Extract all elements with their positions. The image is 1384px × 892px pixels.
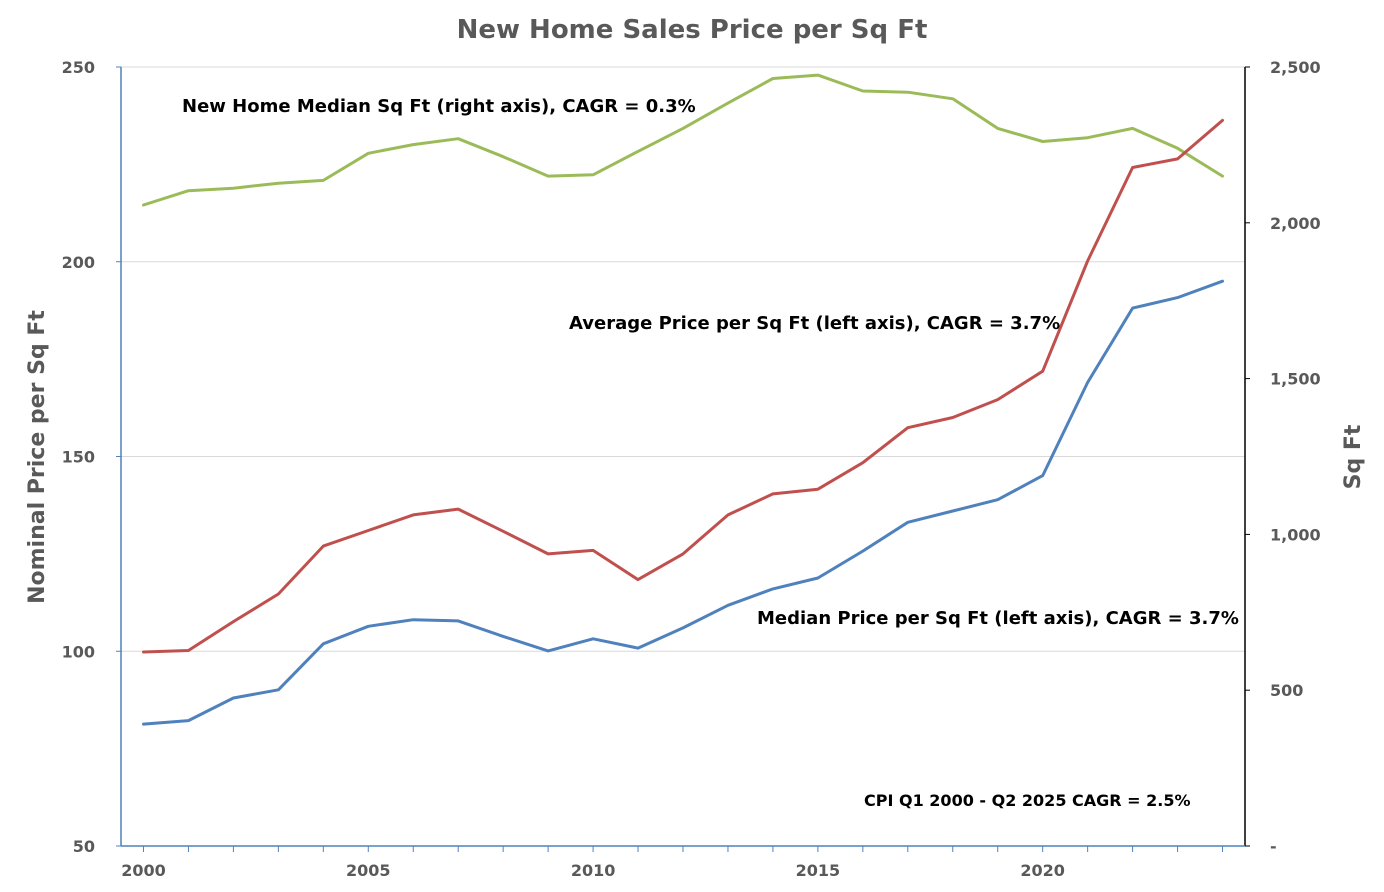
y-tick-label: 150 <box>62 448 95 467</box>
chart-title: New Home Sales Price per Sq Ft <box>457 15 928 45</box>
y2-axis-title: Sq Ft <box>1341 424 1366 489</box>
y-axis-ticks: 50 100 150 200 250 <box>62 58 121 856</box>
y2-tick-label: 500 <box>1270 681 1303 700</box>
y2-tick-label: 2,500 <box>1270 58 1321 77</box>
series-line-median-sqft <box>142 73 1224 207</box>
y-tick-label: 100 <box>62 642 95 661</box>
x-tick-label: 2020 <box>1020 861 1065 880</box>
annotation-average-price: Average Price per Sq Ft (left axis), CAG… <box>569 313 1060 334</box>
x-tick-label: 2005 <box>346 861 391 880</box>
y2-axis-ticks: - 500 1,000 1,500 2,000 2,500 <box>1245 58 1321 856</box>
annotation-median-price: Median Price per Sq Ft (left axis), CAGR… <box>757 608 1239 629</box>
y-axis-title: Nominal Price per Sq Ft <box>25 310 50 604</box>
annotation-sqft: New Home Median Sq Ft (right axis), CAGR… <box>182 96 696 117</box>
y2-tick-label: 1,500 <box>1270 370 1321 389</box>
x-tick-label: 2010 <box>571 861 616 880</box>
series-lines <box>142 73 1224 726</box>
gridlines <box>121 66 1245 652</box>
y2-tick-label: 1,000 <box>1270 525 1321 544</box>
y2-tick-label: 2,000 <box>1270 214 1321 233</box>
annotation-cpi: CPI Q1 2000 - Q2 2025 CAGR = 2.5% <box>864 791 1191 810</box>
x-tick-label: 2015 <box>796 861 841 880</box>
x-tick-label: 2000 <box>121 861 166 880</box>
x-axis-ticks: 2000 2005 2010 2015 2020 <box>121 846 1224 880</box>
y-tick-label: 200 <box>62 253 95 272</box>
y-tick-label: 50 <box>73 837 95 856</box>
series-line-average-price <box>142 118 1224 654</box>
y2-tick-label: - <box>1270 837 1277 856</box>
y-tick-label: 250 <box>62 58 95 77</box>
series-line-median-price <box>142 279 1224 726</box>
